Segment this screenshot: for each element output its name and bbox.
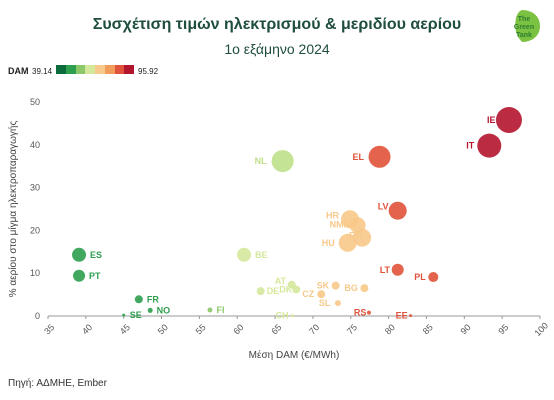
point-label: FI [216, 305, 224, 315]
point-label: BG [344, 283, 358, 293]
point-label: LT [380, 265, 391, 275]
source-note: Πηγή: ΑΔΜΗΕ, Ember [8, 378, 107, 389]
data-point [409, 314, 413, 318]
point-label: HU [322, 238, 335, 248]
point-label: IT [466, 141, 475, 151]
legend-min: 39.14 [32, 67, 53, 76]
legend-swatch [85, 65, 95, 74]
legend-label: DAM [8, 66, 29, 76]
data-point [256, 287, 265, 296]
data-point [428, 272, 439, 283]
point-label: PT [89, 271, 101, 281]
x-tick-label: 70 [307, 322, 321, 336]
data-point [134, 295, 143, 304]
data-point [366, 310, 371, 315]
point-label: FR [147, 294, 159, 304]
x-tick-label: 55 [194, 322, 208, 336]
point-label: CH [275, 311, 288, 321]
logo-text-3: Tank [516, 32, 532, 39]
data-point [317, 290, 326, 299]
leaf-icon: The Green Tank [514, 10, 540, 42]
data-point [477, 133, 502, 158]
point-label: SK [317, 281, 330, 291]
chart-title: Συσχέτιση τιμών ηλεκτρισμού & μεριδίου α… [92, 16, 462, 33]
x-tick-label: 85 [421, 322, 435, 336]
data-point [271, 150, 294, 173]
legend-swatch [114, 65, 125, 74]
legend-swatch [56, 65, 66, 74]
data-point [349, 217, 366, 234]
y-axis-label: % αερίου στο μίγμα ηλεκτροπαραγωγής [7, 121, 19, 298]
legend-swatch [65, 65, 76, 74]
data-point [292, 285, 301, 294]
point-label: DE [267, 286, 280, 296]
data-point [147, 307, 153, 313]
legend-swatch [75, 65, 86, 74]
data-point [331, 281, 340, 290]
y-tick-label: 30 [30, 183, 40, 193]
green-tank-logo: The Green Tank [500, 6, 548, 46]
x-tick-label: 80 [383, 322, 397, 336]
x-tick-label: 65 [269, 322, 283, 336]
chart-subtitle: 1ο εξάμηνο 2024 [224, 41, 330, 57]
point-label: IE [487, 115, 496, 125]
data-point [237, 247, 252, 262]
data-point [122, 313, 126, 317]
x-tick-label: 45 [118, 322, 132, 336]
x-tick-label: 75 [345, 322, 359, 336]
point-label: CZ [302, 289, 314, 299]
point-label: AT [275, 276, 287, 286]
data-point [72, 247, 87, 262]
y-tick-label: 40 [30, 140, 40, 150]
point-label: HR [326, 210, 339, 220]
point-label: NMK [330, 219, 351, 229]
point-label: RS [354, 308, 367, 318]
point-label: ES [90, 250, 102, 260]
x-tick-label: 95 [496, 322, 510, 336]
x-tick-label: 35 [42, 322, 56, 336]
x-tick-label: 40 [80, 322, 94, 336]
data-point [290, 314, 294, 318]
point-label: RO [349, 231, 363, 241]
data-point [207, 307, 213, 313]
y-tick-label: 0 [35, 311, 40, 321]
data-point [360, 284, 369, 293]
point-label: PL [414, 272, 426, 282]
legend-max: 95.92 [138, 67, 159, 76]
legend-swatch [104, 65, 115, 74]
data-point [338, 233, 357, 252]
point-label: NO [157, 305, 171, 315]
point-label: SE [130, 310, 142, 320]
point-label: NL [255, 156, 267, 166]
point-label: EE [396, 311, 408, 321]
color-scale-legend [56, 65, 134, 74]
point-label: LV [378, 202, 389, 212]
point-label: BE [255, 250, 268, 260]
point-label: EL [353, 152, 365, 162]
legend-swatch [95, 65, 105, 74]
x-axis-label: Μέση DAM (€/MWh) [249, 349, 340, 361]
point-label: DK [279, 284, 292, 294]
x-tick-label: 50 [156, 322, 170, 336]
data-point [73, 269, 86, 282]
x-tick-label: 100 [532, 320, 550, 338]
logo-text-1: The [518, 16, 531, 23]
data-point [495, 106, 522, 133]
logo-text-2: Green [514, 24, 534, 31]
y-tick-label: 50 [30, 97, 40, 107]
data-point [391, 263, 404, 276]
x-tick-label: 60 [231, 322, 245, 336]
x-tick-label: 90 [459, 322, 473, 336]
data-point [368, 145, 391, 168]
axes: 35 40 45 50 55 60 65 70 75 80 85 90 95 100 0 10 20 30 40 50 [30, 97, 550, 338]
y-tick-label: 20 [30, 225, 40, 235]
data-point [388, 201, 407, 220]
y-tick-label: 10 [30, 268, 40, 278]
legend-swatch [124, 65, 134, 74]
point-label: SL [319, 298, 331, 308]
data-point [334, 300, 341, 307]
